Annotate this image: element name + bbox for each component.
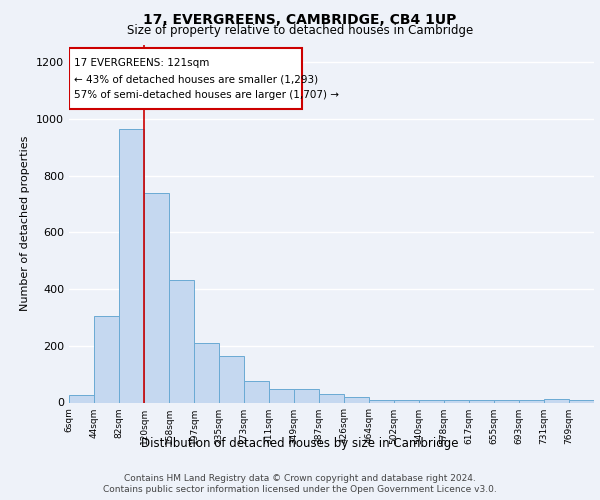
Bar [119,128,144,402]
Text: Contains public sector information licensed under the Open Government Licence v3: Contains public sector information licen… [103,485,497,494]
Bar [319,394,344,402]
Text: 17 EVERGREENS: 121sqm: 17 EVERGREENS: 121sqm [74,58,209,68]
Text: 17, EVERGREENS, CAMBRIDGE, CB4 1UP: 17, EVERGREENS, CAMBRIDGE, CB4 1UP [143,12,457,26]
Bar [169,280,194,402]
Bar [269,389,294,402]
Bar [69,48,302,109]
Bar [244,381,269,402]
Bar [344,398,369,402]
Bar [419,400,444,402]
Bar [94,316,119,402]
Bar [544,399,569,402]
Bar [219,356,244,403]
Y-axis label: Number of detached properties: Number of detached properties [20,136,31,312]
Bar [294,389,319,402]
Bar [194,343,219,402]
Text: Size of property relative to detached houses in Cambridge: Size of property relative to detached ho… [127,24,473,37]
Bar [569,400,594,402]
Bar [144,192,169,402]
Text: ← 43% of detached houses are smaller (1,293): ← 43% of detached houses are smaller (1,… [74,74,319,85]
Bar [69,396,94,402]
Bar [519,400,544,402]
Bar [394,400,419,402]
Text: 57% of semi-detached houses are larger (1,707) →: 57% of semi-detached houses are larger (… [74,90,339,101]
Text: Distribution of detached houses by size in Cambridge: Distribution of detached houses by size … [141,438,459,450]
Bar [494,400,519,402]
Text: Contains HM Land Registry data © Crown copyright and database right 2024.: Contains HM Land Registry data © Crown c… [124,474,476,483]
Bar [369,400,394,402]
Bar [469,400,494,402]
Bar [444,400,469,402]
